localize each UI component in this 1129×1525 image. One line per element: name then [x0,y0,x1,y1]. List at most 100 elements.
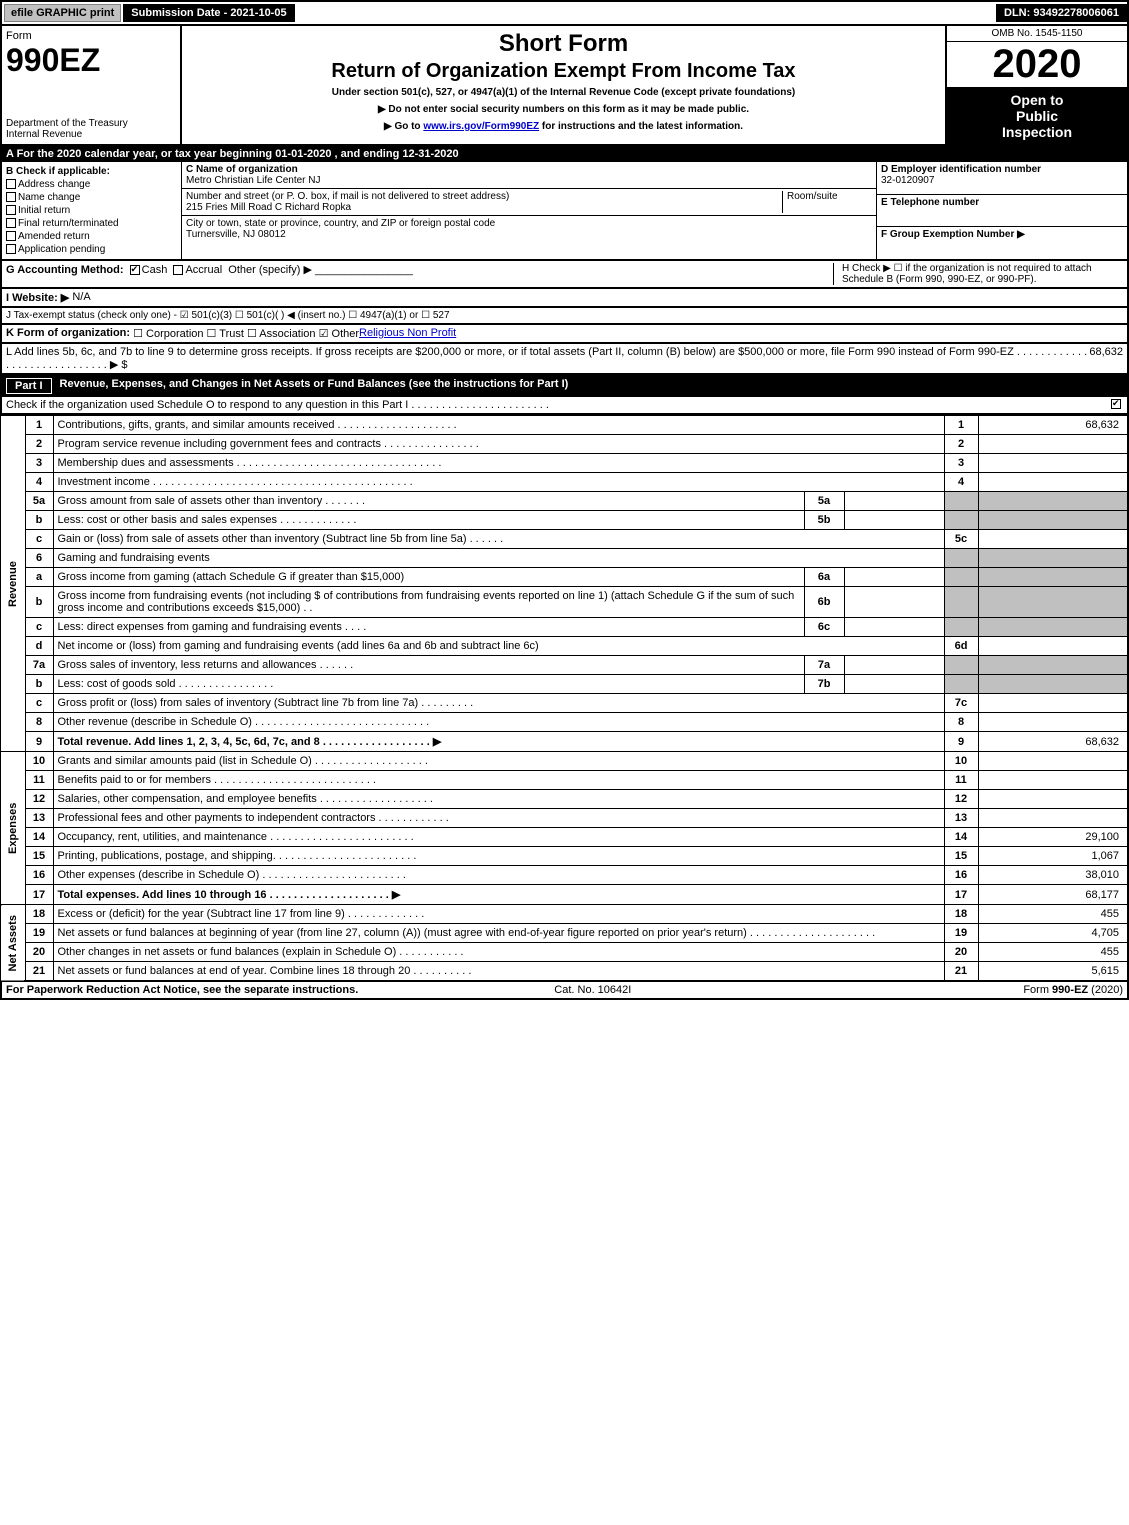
l8-val [978,713,1128,732]
insp-l3: Inspection [951,124,1123,140]
website-label: I Website: ▶ [6,291,69,304]
irs-link[interactable]: www.irs.gov/Form990EZ [423,121,539,132]
l6b-m: 6b [804,587,844,618]
room-label: Room/suite [787,191,838,202]
l16-desc: Other expenses (describe in Schedule O) … [53,866,944,885]
l14-num: 14 [25,828,53,847]
l7c-num: c [25,694,53,713]
cb-accrual[interactable] [173,265,183,275]
l5a-desc: Gross amount from sale of assets other t… [53,492,804,511]
l4-desc: Investment income . . . . . . . . . . . … [53,473,944,492]
l21-val: 5,615 [978,962,1128,982]
l1-r: 1 [944,416,978,435]
dln-label: DLN: 93492278006061 [996,4,1127,22]
inspection-box: Open to Public Inspection [947,88,1127,144]
lines-table: Revenue 1 Contributions, gifts, grants, … [0,415,1129,982]
l6-rs [944,549,978,568]
l4-r: 4 [944,473,978,492]
l7a-mv [844,656,944,675]
part1-header: Part I Revenue, Expenses, and Changes in… [0,375,1129,397]
tax-year: 2020 [947,42,1127,88]
l10-r: 10 [944,752,978,771]
l1-val: 68,632 [978,416,1128,435]
l5a-m: 5a [804,492,844,511]
l5b-vs [978,511,1128,530]
row-a-taxyear: A For the 2020 calendar year, or tax yea… [0,146,1129,162]
l2-num: 2 [25,435,53,454]
l6-num: 6 [25,549,53,568]
row-h-schedb: H Check ▶ ☐ if the organization is not r… [833,263,1123,285]
cb-name-change[interactable]: Name change [6,192,177,203]
taxexempt-text: J Tax-exempt status (check only one) - ☑… [6,310,450,321]
dept-treasury: Department of the Treasury [6,118,176,129]
l10-desc: Grants and similar amounts paid (list in… [53,752,944,771]
l8-r: 8 [944,713,978,732]
l18-val: 455 [978,905,1128,924]
l16-val: 38,010 [978,866,1128,885]
l5b-num: b [25,511,53,530]
l20-desc: Other changes in net assets or fund bala… [53,943,944,962]
cb-application-pending[interactable]: Application pending [6,244,177,255]
part1-checkrow: Check if the organization used Schedule … [0,397,1129,415]
l5b-mv [844,511,944,530]
l21-desc: Net assets or fund balances at end of ye… [53,962,944,982]
l16-num: 16 [25,866,53,885]
l15-val: 1,067 [978,847,1128,866]
org-info-grid: B Check if applicable: Address change Na… [0,162,1129,261]
l7b-desc: Less: cost of goods sold . . . . . . . .… [53,675,804,694]
efile-button[interactable]: efile GRAPHIC print [4,4,121,22]
l18-num: 18 [25,905,53,924]
city-value: Turnersville, NJ 08012 [186,229,286,240]
group-exemption-label: F Group Exemption Number ▶ [881,229,1025,240]
page-footer: For Paperwork Reduction Act Notice, see … [0,982,1129,1000]
form-title-short: Short Form [186,30,941,58]
omb-number: OMB No. 1545-1150 [947,26,1127,42]
ein-label: D Employer identification number [881,164,1041,175]
l6c-m: 6c [804,618,844,637]
irs-label: Internal Revenue [6,129,176,140]
cb-amended-return[interactable]: Amended return [6,231,177,242]
l7a-desc: Gross sales of inventory, less returns a… [53,656,804,675]
col-de: D Employer identification number 32-0120… [877,162,1127,259]
header-left: Form 990EZ Department of the Treasury In… [2,26,182,144]
rowl-text: L Add lines 5b, 6c, and 7b to line 9 to … [6,346,1089,371]
l12-r: 12 [944,790,978,809]
l19-desc: Net assets or fund balances at beginning… [53,924,944,943]
l6b-vs [978,587,1128,618]
l9-r: 9 [944,732,978,752]
addr-label: Number and street (or P. O. box, if mail… [186,191,509,202]
cb-initial-return[interactable]: Initial return [6,205,177,216]
l3-r: 3 [944,454,978,473]
l6c-num: c [25,618,53,637]
l6b-rs [944,587,978,618]
l7b-m: 7b [804,675,844,694]
l17-desc: Total expenses. Add lines 10 through 16 … [53,885,944,905]
form-subtitle: Under section 501(c), 527, or 4947(a)(1)… [186,87,941,98]
l5b-desc: Less: cost or other basis and sales expe… [53,511,804,530]
l13-val [978,809,1128,828]
l19-r: 19 [944,924,978,943]
l5a-num: 5a [25,492,53,511]
l6a-rs [944,568,978,587]
l11-val [978,771,1128,790]
l7c-r: 7c [944,694,978,713]
l15-desc: Printing, publications, postage, and shi… [53,847,944,866]
col-b-checkboxes: B Check if applicable: Address change Na… [2,162,182,259]
l3-desc: Membership dues and assessments . . . . … [53,454,944,473]
l12-num: 12 [25,790,53,809]
l6-vs [978,549,1128,568]
l6d-num: d [25,637,53,656]
l11-num: 11 [25,771,53,790]
l5c-desc: Gain or (loss) from sale of assets other… [53,530,944,549]
cb-cash[interactable] [130,265,140,275]
part1-checkbox[interactable] [1111,399,1121,409]
cb-final-return[interactable]: Final return/terminated [6,218,177,229]
l6b-num: b [25,587,53,618]
submission-date: Submission Date - 2021-10-05 [123,4,294,22]
rowl-value: 68,632 [1089,346,1123,371]
l21-r: 21 [944,962,978,982]
instr-pre: ▶ Go to [384,121,423,132]
cb-address-change[interactable]: Address change [6,179,177,190]
orgform-other[interactable]: Religious Non Profit [359,327,456,340]
lbl-other: Other (specify) ▶ [228,264,312,276]
